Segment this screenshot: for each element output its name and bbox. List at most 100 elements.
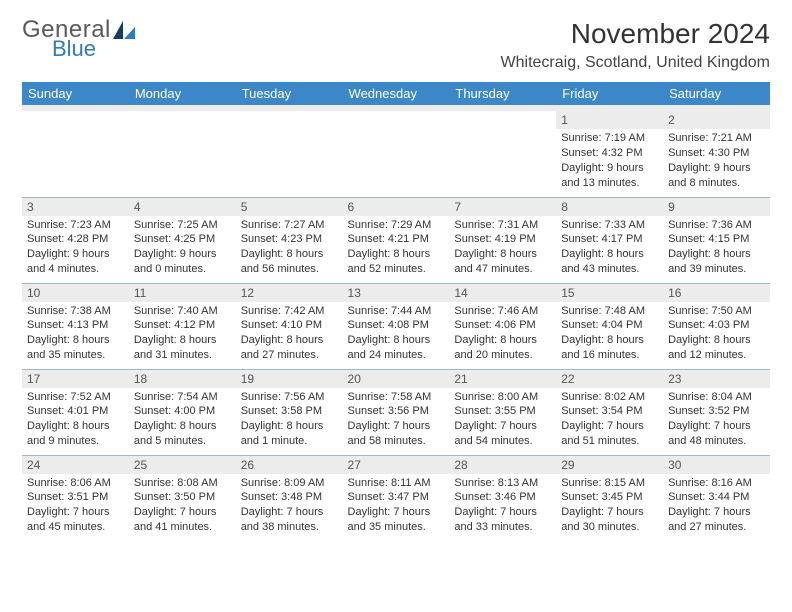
day-line: Sunrise: 7:52 AM <box>27 390 124 405</box>
calendar-cell: 30Sunrise: 8:16 AMSunset: 3:44 PMDayligh… <box>663 455 770 541</box>
day-line: and 35 minutes. <box>348 520 445 535</box>
day-line: Sunset: 4:00 PM <box>134 404 231 419</box>
calendar-cell: 4Sunrise: 7:25 AMSunset: 4:25 PMDaylight… <box>129 197 236 283</box>
calendar-cell: 25Sunrise: 8:08 AMSunset: 3:50 PMDayligh… <box>129 455 236 541</box>
brand-line2: Blue <box>52 38 135 60</box>
day-body: Sunrise: 7:31 AMSunset: 4:19 PMDaylight:… <box>449 216 556 280</box>
day-line: Daylight: 9 hours <box>561 161 658 176</box>
day-line: Daylight: 8 hours <box>348 247 445 262</box>
day-line: Daylight: 7 hours <box>454 505 551 520</box>
day-line: Sunset: 4:25 PM <box>134 232 231 247</box>
day-number: 26 <box>236 456 343 474</box>
day-line: Daylight: 7 hours <box>27 505 124 520</box>
day-line: and 4 minutes. <box>27 262 124 277</box>
day-body: Sunrise: 7:21 AMSunset: 4:30 PMDaylight:… <box>663 129 770 193</box>
day-number: 7 <box>449 198 556 216</box>
day-line: and 31 minutes. <box>134 348 231 363</box>
day-line: Sunrise: 7:21 AM <box>668 131 765 146</box>
day-line: Daylight: 8 hours <box>241 333 338 348</box>
calendar-cell: 1Sunrise: 7:19 AMSunset: 4:32 PMDaylight… <box>556 111 663 197</box>
day-line: Sunrise: 7:58 AM <box>348 390 445 405</box>
day-line: Daylight: 8 hours <box>454 247 551 262</box>
day-body: Sunrise: 7:56 AMSunset: 3:58 PMDaylight:… <box>236 388 343 452</box>
day-line: Sunset: 3:55 PM <box>454 404 551 419</box>
day-line: Sunset: 3:54 PM <box>561 404 658 419</box>
day-line: Sunset: 3:52 PM <box>668 404 765 419</box>
calendar-cell <box>449 111 556 197</box>
day-body: Sunrise: 7:33 AMSunset: 4:17 PMDaylight:… <box>556 216 663 280</box>
brand-logo: General Blue <box>22 18 135 60</box>
sail-icon <box>113 21 135 39</box>
day-line: Sunrise: 8:13 AM <box>454 476 551 491</box>
day-number: 15 <box>556 284 663 302</box>
day-number: 3 <box>22 198 129 216</box>
calendar-cell: 19Sunrise: 7:56 AMSunset: 3:58 PMDayligh… <box>236 369 343 455</box>
title-block: November 2024 Whitecraig, Scotland, Unit… <box>501 18 770 72</box>
day-line: Sunrise: 7:44 AM <box>348 304 445 319</box>
day-line: Sunset: 4:01 PM <box>27 404 124 419</box>
calendar-cell <box>343 111 450 197</box>
day-line: Sunrise: 8:08 AM <box>134 476 231 491</box>
day-line: and 9 minutes. <box>27 434 124 449</box>
day-line: Sunset: 4:08 PM <box>348 318 445 333</box>
calendar-cell: 2Sunrise: 7:21 AMSunset: 4:30 PMDaylight… <box>663 111 770 197</box>
day-body: Sunrise: 7:44 AMSunset: 4:08 PMDaylight:… <box>343 302 450 366</box>
day-header: Saturday <box>663 82 770 105</box>
day-line: and 48 minutes. <box>668 434 765 449</box>
day-line: Daylight: 7 hours <box>561 419 658 434</box>
day-body: Sunrise: 7:58 AMSunset: 3:56 PMDaylight:… <box>343 388 450 452</box>
day-number: 30 <box>663 456 770 474</box>
day-number: 19 <box>236 370 343 388</box>
day-body: Sunrise: 7:29 AMSunset: 4:21 PMDaylight:… <box>343 216 450 280</box>
calendar-cell: 22Sunrise: 8:02 AMSunset: 3:54 PMDayligh… <box>556 369 663 455</box>
day-line: Sunset: 3:47 PM <box>348 490 445 505</box>
calendar-page: General Blue November 2024 Whitecraig, S… <box>0 0 792 551</box>
day-number: 14 <box>449 284 556 302</box>
day-body: Sunrise: 8:11 AMSunset: 3:47 PMDaylight:… <box>343 474 450 538</box>
day-line: Sunrise: 7:27 AM <box>241 218 338 233</box>
day-line: and 45 minutes. <box>27 520 124 535</box>
day-line: Daylight: 8 hours <box>561 247 658 262</box>
day-number: 10 <box>22 284 129 302</box>
day-line: and 8 minutes. <box>668 176 765 191</box>
calendar-cell: 29Sunrise: 8:15 AMSunset: 3:45 PMDayligh… <box>556 455 663 541</box>
day-body: Sunrise: 7:40 AMSunset: 4:12 PMDaylight:… <box>129 302 236 366</box>
day-body: Sunrise: 8:15 AMSunset: 3:45 PMDaylight:… <box>556 474 663 538</box>
day-line: and 5 minutes. <box>134 434 231 449</box>
day-line: and 39 minutes. <box>668 262 765 277</box>
day-number: 13 <box>343 284 450 302</box>
day-body: Sunrise: 7:19 AMSunset: 4:32 PMDaylight:… <box>556 129 663 193</box>
day-line: and 30 minutes. <box>561 520 658 535</box>
day-line: and 13 minutes. <box>561 176 658 191</box>
calendar-cell: 6Sunrise: 7:29 AMSunset: 4:21 PMDaylight… <box>343 197 450 283</box>
day-line: Sunrise: 7:50 AM <box>668 304 765 319</box>
day-header: Tuesday <box>236 82 343 105</box>
day-header: Wednesday <box>343 82 450 105</box>
day-number: 16 <box>663 284 770 302</box>
day-line: Sunset: 4:04 PM <box>561 318 658 333</box>
day-header: Thursday <box>449 82 556 105</box>
day-line: Sunset: 4:10 PM <box>241 318 338 333</box>
day-line: Sunset: 4:17 PM <box>561 232 658 247</box>
day-body: Sunrise: 7:38 AMSunset: 4:13 PMDaylight:… <box>22 302 129 366</box>
day-line: Daylight: 7 hours <box>348 505 445 520</box>
day-header: Friday <box>556 82 663 105</box>
day-line: Sunrise: 8:00 AM <box>454 390 551 405</box>
day-line: Sunrise: 8:11 AM <box>348 476 445 491</box>
day-number: 17 <box>22 370 129 388</box>
day-line: Sunset: 3:45 PM <box>561 490 658 505</box>
day-line: and 16 minutes. <box>561 348 658 363</box>
day-number: 20 <box>343 370 450 388</box>
day-line: Daylight: 8 hours <box>134 419 231 434</box>
day-line: Daylight: 7 hours <box>668 419 765 434</box>
calendar-table: SundayMondayTuesdayWednesdayThursdayFrid… <box>22 82 770 541</box>
calendar-cell: 16Sunrise: 7:50 AMSunset: 4:03 PMDayligh… <box>663 283 770 369</box>
day-line: Daylight: 8 hours <box>561 333 658 348</box>
day-number: 6 <box>343 198 450 216</box>
day-line: Sunrise: 7:29 AM <box>348 218 445 233</box>
day-line: Sunset: 4:15 PM <box>668 232 765 247</box>
day-body: Sunrise: 7:23 AMSunset: 4:28 PMDaylight:… <box>22 216 129 280</box>
day-number: 5 <box>236 198 343 216</box>
day-line: Sunrise: 8:02 AM <box>561 390 658 405</box>
day-line: Daylight: 8 hours <box>134 333 231 348</box>
